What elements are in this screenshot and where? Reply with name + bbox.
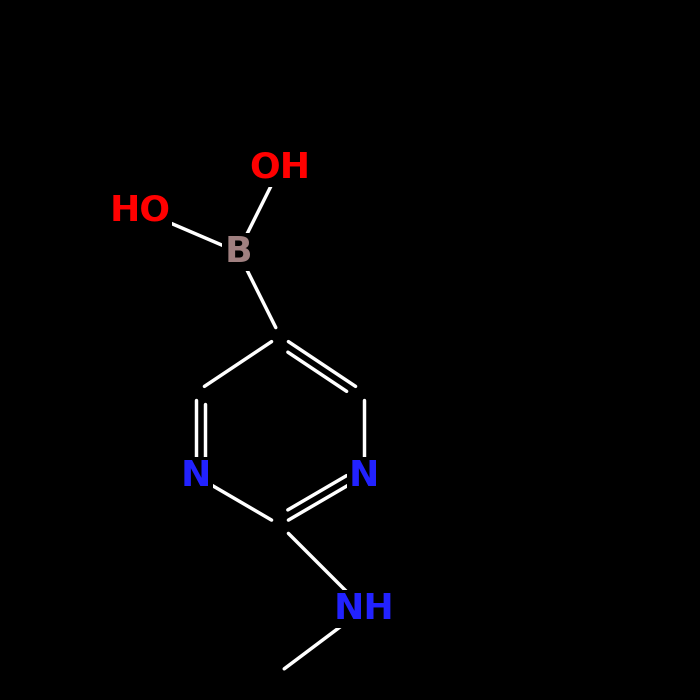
Text: NH: NH <box>334 592 394 626</box>
Text: HO: HO <box>109 193 171 227</box>
Text: OH: OH <box>249 151 311 185</box>
Text: B: B <box>224 235 252 269</box>
Text: N: N <box>349 459 379 493</box>
Text: N: N <box>181 459 211 493</box>
